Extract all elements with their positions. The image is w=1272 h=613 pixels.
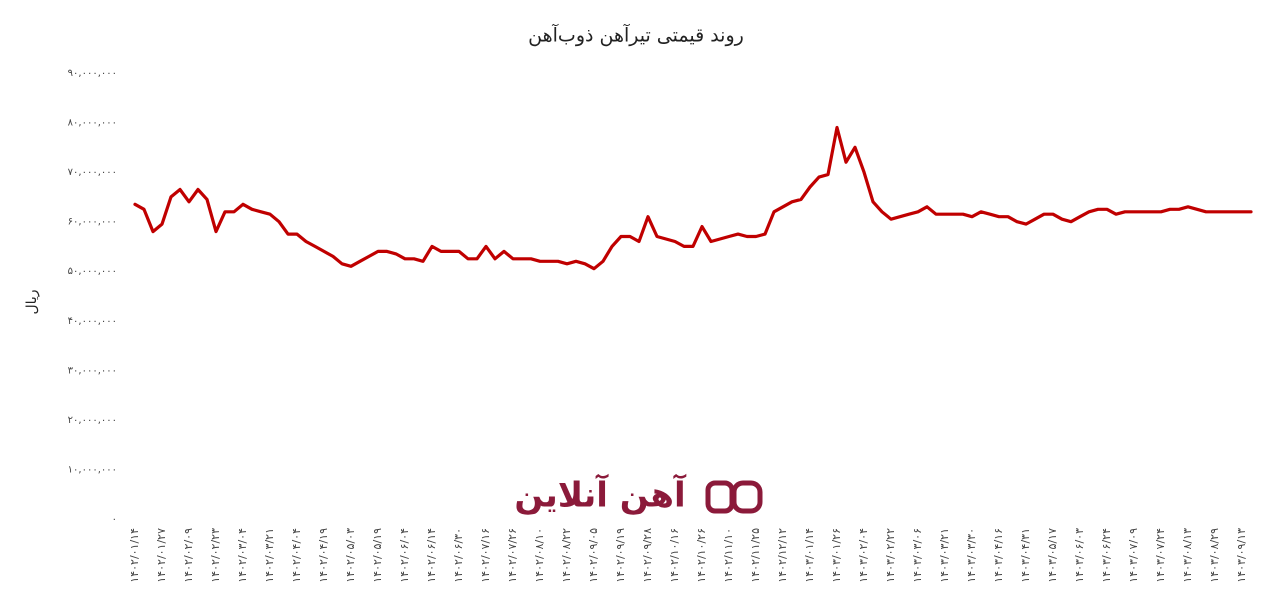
y-tick-label: ۲۰,۰۰۰,۰۰۰ [68,415,117,426]
x-tick-label: ۱۴۰۳/۰۳/۲۱ [938,528,951,583]
x-tick-label: ۱۴۰۳/۰۲/۲۲ [884,528,897,583]
x-tick-label: ۱۴۰۲/۱۰/۱۶ [668,528,681,583]
x-tick-label: ۱۴۰۲/۰۶/۳۰ [452,528,465,583]
x-tick-label: ۱۴۰۳/۰۵/۱۷ [1046,528,1059,583]
y-tick-label: ۶۰,۰۰۰,۰۰۰ [68,217,117,228]
x-tick-label: ۱۴۰۲/۰۷/۲۶ [506,528,519,583]
x-tick-label: ۱۴۰۳/۰۶/۲۴ [1100,528,1113,583]
x-tick-label: ۱۴۰۳/۰۸/۲۹ [1208,528,1221,583]
x-tick-label: ۱۴۰۳/۰۶/۰۳ [1073,528,1086,583]
y-tick-label: ۴۰,۰۰۰,۰۰۰ [68,316,117,327]
watermark: آهن آنلاین [514,474,763,516]
x-tick-label: ۱۴۰۲/۰۵/۱۹ [371,528,384,583]
line [133,125,1253,271]
x-tick-label: ۱۴۰۲/۰۶/۰۴ [398,528,411,583]
y-tick-label: ۰ [112,514,117,525]
chart-title: روند قیمتی تیرآهن ذوب‌آهن [528,23,744,47]
x-tick-label: ۱۴۰۲/۰۸/۲۲ [560,528,573,583]
x-tick-label: ۱۴۰۳/۰۹/۱۳ [1235,528,1248,583]
x-tick-label: ۱۴۰۳/۰۲/۰۴ [857,528,870,583]
x-tick-label: ۱۴۰۲/۱۰/۲۶ [695,528,708,583]
y-axis-label: ریال [24,289,40,314]
x-tick-label: ۱۴۰۲/۱۱/۲۵ [749,528,762,583]
x-tick-label: ۱۴۰۳/۰۳/۳۰ [965,528,978,583]
x-tick-label: ۱۴۰۳/۰۸/۱۳ [1181,528,1194,583]
x-tick-label: ۱۴۰۳/۰۴/۱۶ [992,528,1005,583]
x-tick-label: ۱۴۰۲/۰۷/۱۶ [479,528,492,583]
watermark-text: آهن آنلاین [514,474,687,516]
x-tick-label: ۱۴۰۲/۰۲/۲۳ [209,528,222,583]
x-tick-label: ۱۴۰۲/۰۲/۰۹ [182,528,195,583]
x-tick-label: ۱۴۰۲/۰۴/۱۹ [317,528,330,583]
x-tick-label: ۱۴۰۲/۰۶/۱۴ [425,528,438,583]
x-tick-label: ۱۴۰۳/۰۷/۰۹ [1127,528,1140,583]
x-tick-label: ۱۴۰۲/۱۱/۱۰ [722,528,735,583]
x-tick-label: ۱۴۰۲/۰۳/۲۱ [263,528,276,583]
x-tick-label: ۱۴۰۲/۰۹/۰۵ [587,528,600,583]
x-tick-label: ۱۴۰۲/۰۹/۱۹ [614,528,627,583]
x-tick-label: ۱۴۰۳/۰۱/۱۴ [803,528,816,583]
y-tick-label: ۵۰,۰۰۰,۰۰۰ [68,266,117,277]
x-tick-label: ۱۴۰۲/۰۱/۱۴ [128,528,141,583]
x-tick-label: ۱۴۰۲/۰۴/۰۴ [290,528,303,583]
y-tick-label: ۸۰,۰۰۰,۰۰۰ [68,118,117,129]
logo-shape [731,480,763,514]
x-tick-label: ۱۴۰۲/۰۹/۲۸ [641,528,654,583]
y-tick-label: ۳۰,۰۰۰,۰۰۰ [68,365,117,376]
y-tick-label: ۹۰,۰۰۰,۰۰۰ [68,68,117,79]
x-tick-label: ۱۴۰۲/۱۲/۱۲ [776,528,789,583]
x-tick-label: ۱۴۰۳/۰۴/۳۱ [1019,528,1032,583]
x-tick-label: ۱۴۰۳/۰۷/۲۴ [1154,528,1167,583]
y-tick-label: ۱۰,۰۰۰,۰۰۰ [68,464,117,475]
x-tick-label: ۱۴۰۳/۰۱/۲۶ [830,528,843,583]
y-tick-label: ۷۰,۰۰۰,۰۰۰ [68,167,117,178]
x-tick-label: ۱۴۰۲/۰۵/۰۳ [344,528,357,583]
x-tick-label: ۱۴۰۲/۰۱/۲۷ [155,528,168,583]
x-tick-label: ۱۴۰۲/۰۳/۰۴ [236,528,249,583]
x-tick-label: ۱۴۰۳/۰۳/۰۶ [911,528,924,583]
x-tick-label: ۱۴۰۲/۰۸/۱۰ [533,528,546,583]
